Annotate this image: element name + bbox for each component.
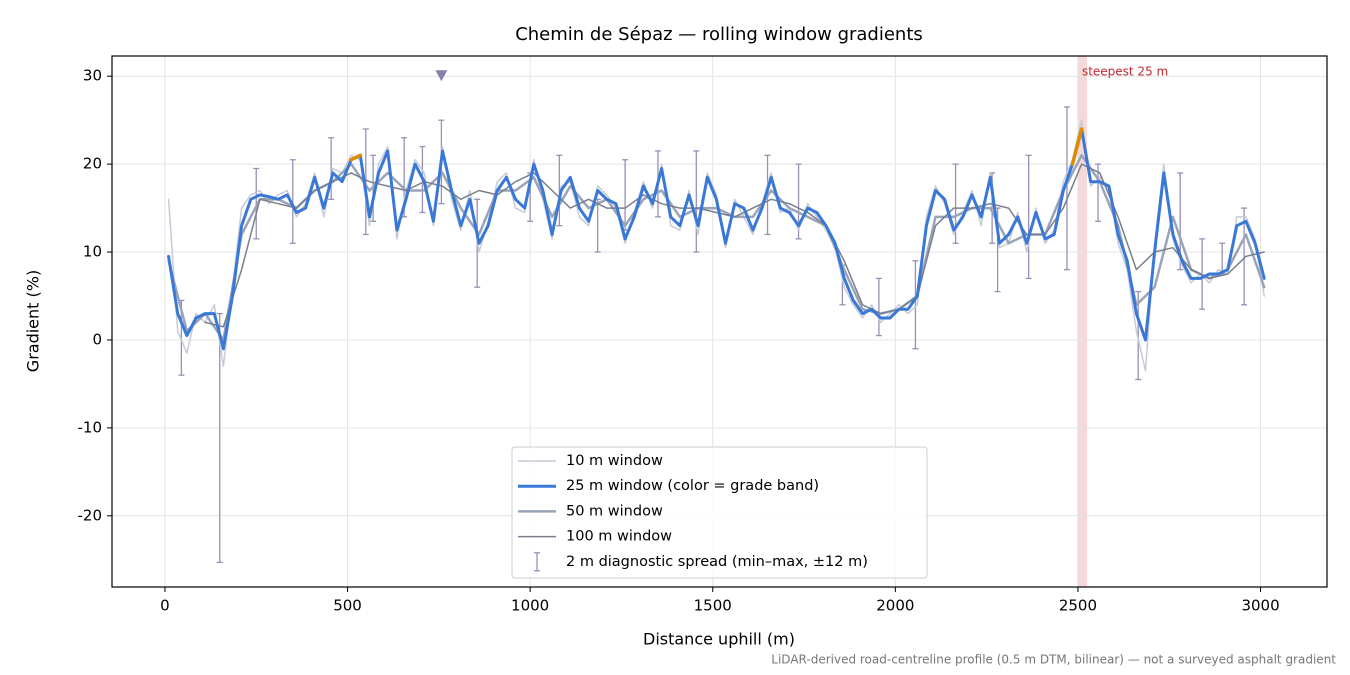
- y-tick-label: -10: [78, 418, 103, 436]
- error-bar: [594, 198, 601, 253]
- legend-box: [511, 446, 928, 579]
- highlight-span: [1077, 56, 1088, 587]
- legend-label: 10 m window: [566, 453, 663, 469]
- peak-marker: [435, 70, 448, 82]
- error-bar: [1241, 207, 1248, 306]
- error-bar: [1135, 290, 1142, 381]
- y-tick-label: 20: [83, 155, 102, 173]
- x-tick-label: 500: [333, 597, 362, 615]
- overlay-layer: steepest 25 m: [435, 65, 1168, 82]
- error-bar: [1063, 106, 1070, 271]
- error-bar: [912, 260, 919, 350]
- chart-title: Chemin de Sépaz — rolling window gradien…: [515, 24, 923, 45]
- error-bar: [1025, 154, 1032, 280]
- x-tick-label: 1000: [511, 597, 549, 615]
- series-line: [167, 119, 1265, 372]
- error-bar: [795, 163, 802, 240]
- error-bar: [622, 159, 629, 231]
- x-axis-label: Distance uphill (m): [643, 630, 795, 649]
- series-line: [167, 154, 1266, 342]
- x-tick-label: 2500: [1059, 597, 1097, 615]
- y-tick-label: 10: [83, 243, 102, 261]
- grade-band-segment: [349, 153, 363, 162]
- error-bar: [1219, 242, 1226, 275]
- plot-frame: [111, 55, 1328, 588]
- error-bar: [1095, 163, 1102, 222]
- error-bar: [875, 277, 882, 337]
- highlight-label: steepest 25 m: [1082, 65, 1168, 79]
- x-tick-label: 1500: [694, 597, 732, 615]
- error-bar: [328, 137, 335, 200]
- y-tick-label: 0: [92, 330, 102, 348]
- error-bar: [556, 154, 563, 227]
- legend-label: 50 m window: [566, 503, 663, 519]
- y-tick-label: 30: [83, 67, 102, 85]
- error-bar: [289, 159, 296, 244]
- y-axis-label: Gradient (%): [24, 270, 43, 372]
- legend-label: 25 m window (color = grade band): [566, 478, 819, 494]
- grade-band-segment: [1070, 127, 1084, 166]
- legend-label: 2 m diagnostic spread (min–max, ±12 m): [566, 554, 868, 570]
- error-bar: [693, 150, 700, 253]
- legend-label: 100 m window: [566, 529, 672, 545]
- x-tick-label: 3000: [1241, 597, 1279, 615]
- footnote: LiDAR-derived road-centreline profile (0…: [771, 653, 1336, 667]
- x-tick-label: 0: [160, 597, 170, 615]
- series-line: [167, 127, 1266, 351]
- x-tick-label: 2000: [876, 597, 914, 615]
- error-bar: [216, 312, 223, 564]
- y-tick-label: -20: [78, 506, 103, 524]
- error-bar: [362, 128, 369, 236]
